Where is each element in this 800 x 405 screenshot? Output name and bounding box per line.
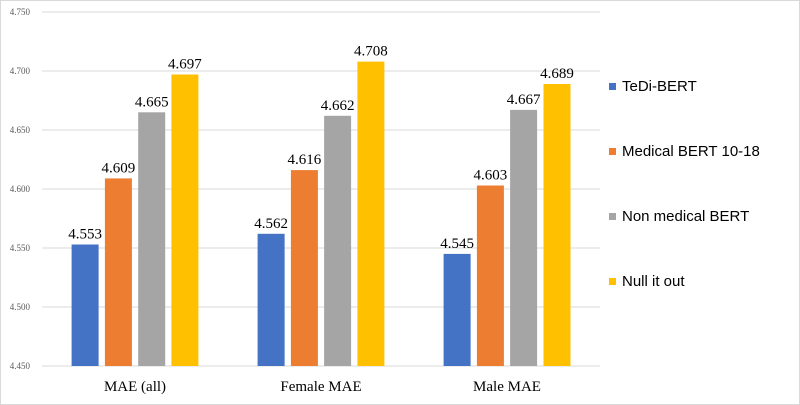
data-label: 4.603	[474, 168, 508, 184]
bar[interactable]	[171, 74, 199, 367]
y-tick-label: 4.700	[10, 66, 31, 76]
data-label: 4.708	[354, 44, 388, 60]
y-tick-label: 4.550	[10, 243, 31, 253]
legend-item-medical-bert[interactable]: Medical BERT 10-18	[609, 141, 760, 161]
data-label: 4.667	[507, 92, 541, 108]
legend-item-tedi-bert[interactable]: TeDi-BERT	[609, 76, 697, 96]
bar[interactable]	[257, 233, 285, 366]
x-axis-ticks: MAE (all) Female MAE Male MAE	[104, 379, 541, 395]
legend-label: Medical BERT 10-18	[622, 142, 760, 160]
data-label: 4.665	[135, 94, 169, 110]
legend-label: Null it out	[622, 272, 685, 290]
legend-item-non-medical-bert[interactable]: Non medical BERT	[609, 206, 749, 226]
data-labels: 4.553 4.609 4.665 4.697 4.562 4.616 4.662 4.708…	[68, 44, 574, 252]
bars	[71, 61, 571, 367]
data-label: 4.553	[68, 227, 102, 243]
data-label: 4.697	[168, 57, 202, 73]
data-label: 4.562	[254, 216, 288, 232]
legend-label: Non medical BERT	[622, 207, 750, 225]
bar[interactable]	[138, 112, 166, 366]
y-tick-label: 4.450	[10, 361, 31, 371]
data-label: 4.545	[440, 236, 474, 252]
y-tick-label: 4.600	[10, 184, 31, 194]
data-label: 4.616	[288, 152, 322, 168]
legend-swatch	[609, 277, 616, 285]
bar[interactable]	[476, 185, 504, 367]
data-label: 4.662	[321, 98, 355, 114]
legend-swatch	[609, 147, 616, 155]
legend-label: TeDi-BERT	[622, 77, 697, 95]
x-tick-label: Female MAE	[280, 379, 361, 395]
bar[interactable]	[543, 84, 571, 366]
bar[interactable]	[324, 115, 352, 366]
y-tick-label: 4.750	[10, 7, 31, 17]
y-tick-label: 4.500	[10, 302, 31, 312]
data-label: 4.689	[540, 66, 574, 82]
legend-item-null-it-out[interactable]: Null it out	[609, 271, 685, 291]
bar[interactable]	[357, 61, 385, 366]
data-label: 4.609	[102, 160, 136, 176]
bar[interactable]	[443, 253, 471, 366]
bar[interactable]	[104, 178, 132, 366]
y-tick-label: 4.650	[10, 125, 31, 135]
bar[interactable]	[290, 170, 318, 366]
legend-swatch	[609, 212, 616, 220]
legend-swatch	[609, 82, 616, 90]
gridlines	[42, 11, 600, 367]
bar[interactable]	[71, 244, 99, 367]
x-tick-label: MAE (all)	[104, 379, 166, 395]
x-tick-label: Male MAE	[473, 379, 541, 395]
bar[interactable]	[510, 109, 538, 367]
y-axis-ticks: 4.450 4.500 4.550 4.600 4.650 4.700 4.750	[10, 7, 31, 371]
